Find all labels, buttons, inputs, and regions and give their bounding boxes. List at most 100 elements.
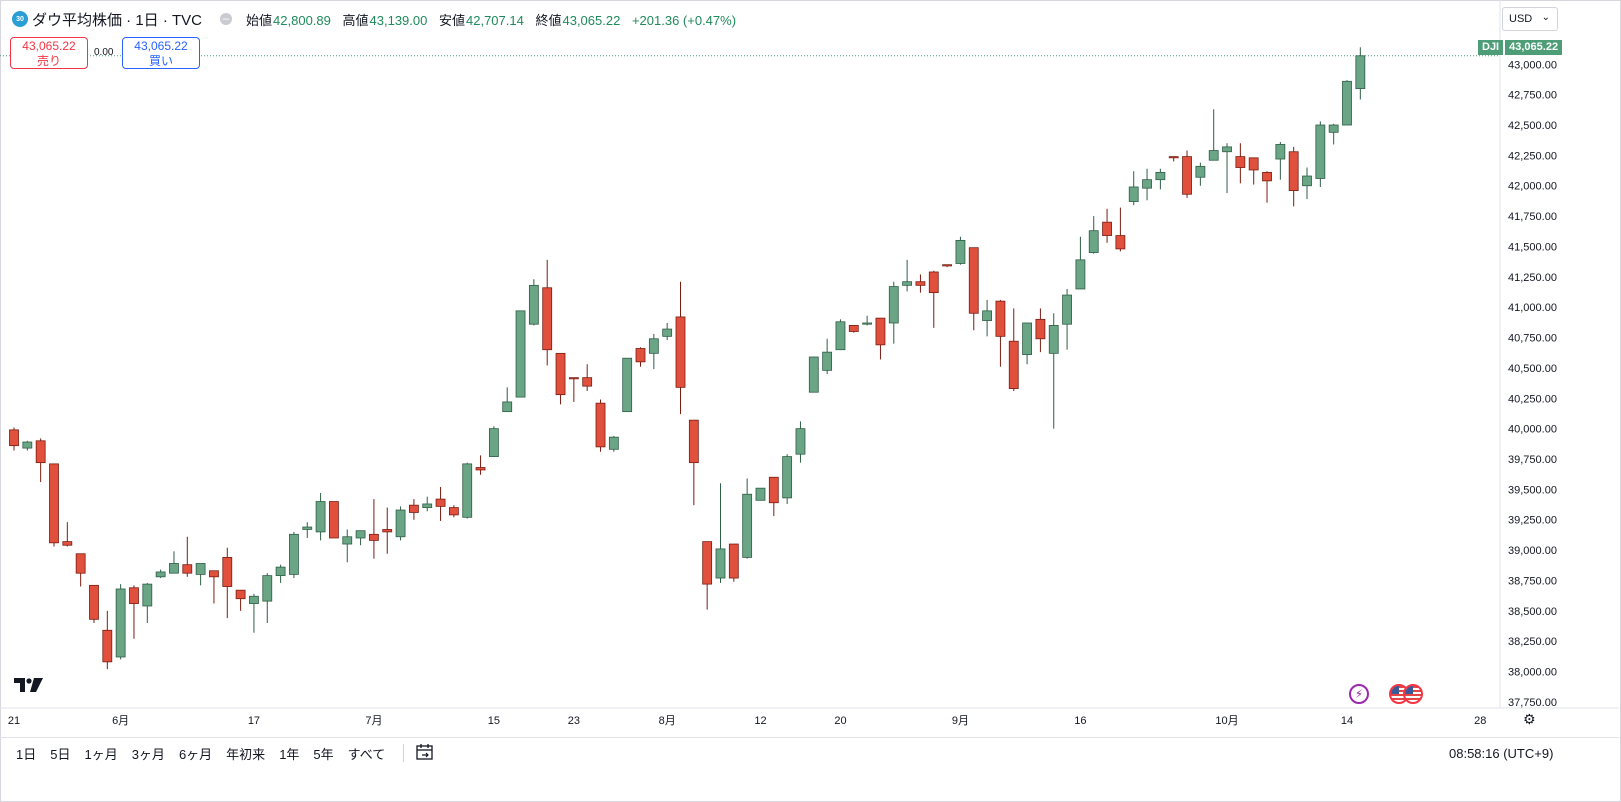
last-price-symbol: DJI [1478,40,1504,55]
buy-button[interactable]: 43,065.22 買い [122,37,200,69]
tradingview-logo-icon[interactable] [14,678,44,694]
range-1m[interactable]: 1ヶ月 [84,747,118,762]
price-chart[interactable] [0,0,1500,708]
candle [702,541,713,610]
lightning-event-icon[interactable]: ⚡ [1349,684,1369,704]
candle-body [1248,157,1259,171]
candle [115,584,126,660]
currency-select[interactable]: USD ⌄ [1502,7,1558,31]
change-value: +201.36 (+0.47%) [631,12,737,28]
calendar-goto-icon[interactable] [416,744,434,760]
us-flag-icon[interactable] [1403,684,1423,704]
range-3m[interactable]: 3ヶ月 [131,747,165,762]
candle [1035,308,1046,353]
candle-body [528,284,539,325]
candle-body [648,338,659,354]
candle [249,593,259,633]
candle-body [808,356,819,393]
price-tick-label: 41,000.00 [1508,302,1557,314]
candle [542,259,553,366]
candle-body [502,401,513,413]
candle [62,522,73,547]
time-tick-label: 14 [1341,715,1353,727]
hide-legend-icon[interactable]: – [220,12,233,25]
candle-body [422,503,433,508]
candle [915,274,926,293]
candle [49,463,59,547]
price-tick-label: 42,500.00 [1508,120,1557,132]
symbol-badge: 30 [12,11,28,27]
sell-button[interactable]: 43,065.22 売り [10,37,88,69]
time-tick-label: 6月 [112,715,129,727]
candle [848,325,859,333]
sell-price: 43,065.22 [22,39,76,53]
range-ytd[interactable]: 年初来 [226,747,266,762]
candle-body [75,553,86,574]
price-axis: 37,750.00 38,000.00 38,250.00 38,500.00 38,7… [1508,59,1557,709]
candle-body [862,322,873,325]
range-1y[interactable]: 1年 [279,747,300,762]
candle [395,506,406,541]
candle [755,487,766,501]
candle-body [462,463,473,518]
candle [1088,216,1099,254]
candle-body [942,264,952,267]
candle [1115,207,1126,252]
candle [622,357,633,413]
candle [742,478,753,559]
candle-body [568,377,579,380]
candle-body [728,543,739,579]
candle-body [555,352,566,396]
range-1d[interactable]: 1日 [16,747,37,762]
candle-body [435,498,446,507]
candle-body [1355,55,1366,89]
range-5d[interactable]: 5日 [50,747,71,762]
candle [515,310,526,398]
candle-body [968,247,979,314]
candle-body [955,239,966,264]
price-tick-label: 42,000.00 [1508,181,1557,193]
candle-body [1208,150,1219,161]
symbol-title[interactable]: ダウ平均株価 · 1日 · TVC [32,11,203,29]
gear-icon[interactable]: ⚙ [1523,711,1536,727]
candle [1168,156,1179,162]
candle-body [902,281,913,286]
candle-body [289,533,299,575]
price-tick-label: 38,750.00 [1508,575,1557,587]
candle-body [595,402,606,448]
candle [1355,47,1366,100]
candle [955,236,966,265]
candle [928,270,939,328]
candle [75,553,86,587]
clock-display: 08:58:16 (UTC+9) [1449,746,1554,761]
candle-body [275,566,286,577]
time-tick-label: 20 [834,715,846,727]
candle [222,547,233,619]
candle-body [982,310,992,321]
candle-body [608,436,619,450]
candle-body [9,429,19,447]
candle-body [1008,340,1019,389]
time-axis: 21 6月 17 7月 15 23 8月 12 20 9月 16 10月 14 28 [8,715,1487,727]
candle [289,531,299,579]
candle [1248,157,1259,185]
range-all[interactable]: すべて [347,747,386,762]
candle-body [169,563,179,574]
candle [715,483,726,583]
time-tick-label: 12 [754,715,766,727]
candle-body [1342,80,1352,126]
candle [688,419,699,506]
candle [1142,168,1152,201]
time-tick-label: 16 [1074,715,1086,727]
buy-price: 43,065.22 [134,39,188,53]
candle-body [835,321,846,351]
range-5y[interactable]: 5年 [313,747,334,762]
candle-body [315,501,326,533]
price-tick-label: 38,250.00 [1508,636,1557,648]
candle-body [1048,325,1059,354]
range-6m[interactable]: 6ヶ月 [178,747,213,762]
time-tick-label: 21 [8,715,20,727]
candle-body [1128,186,1139,202]
candle-body [542,287,553,351]
candle [648,333,659,370]
